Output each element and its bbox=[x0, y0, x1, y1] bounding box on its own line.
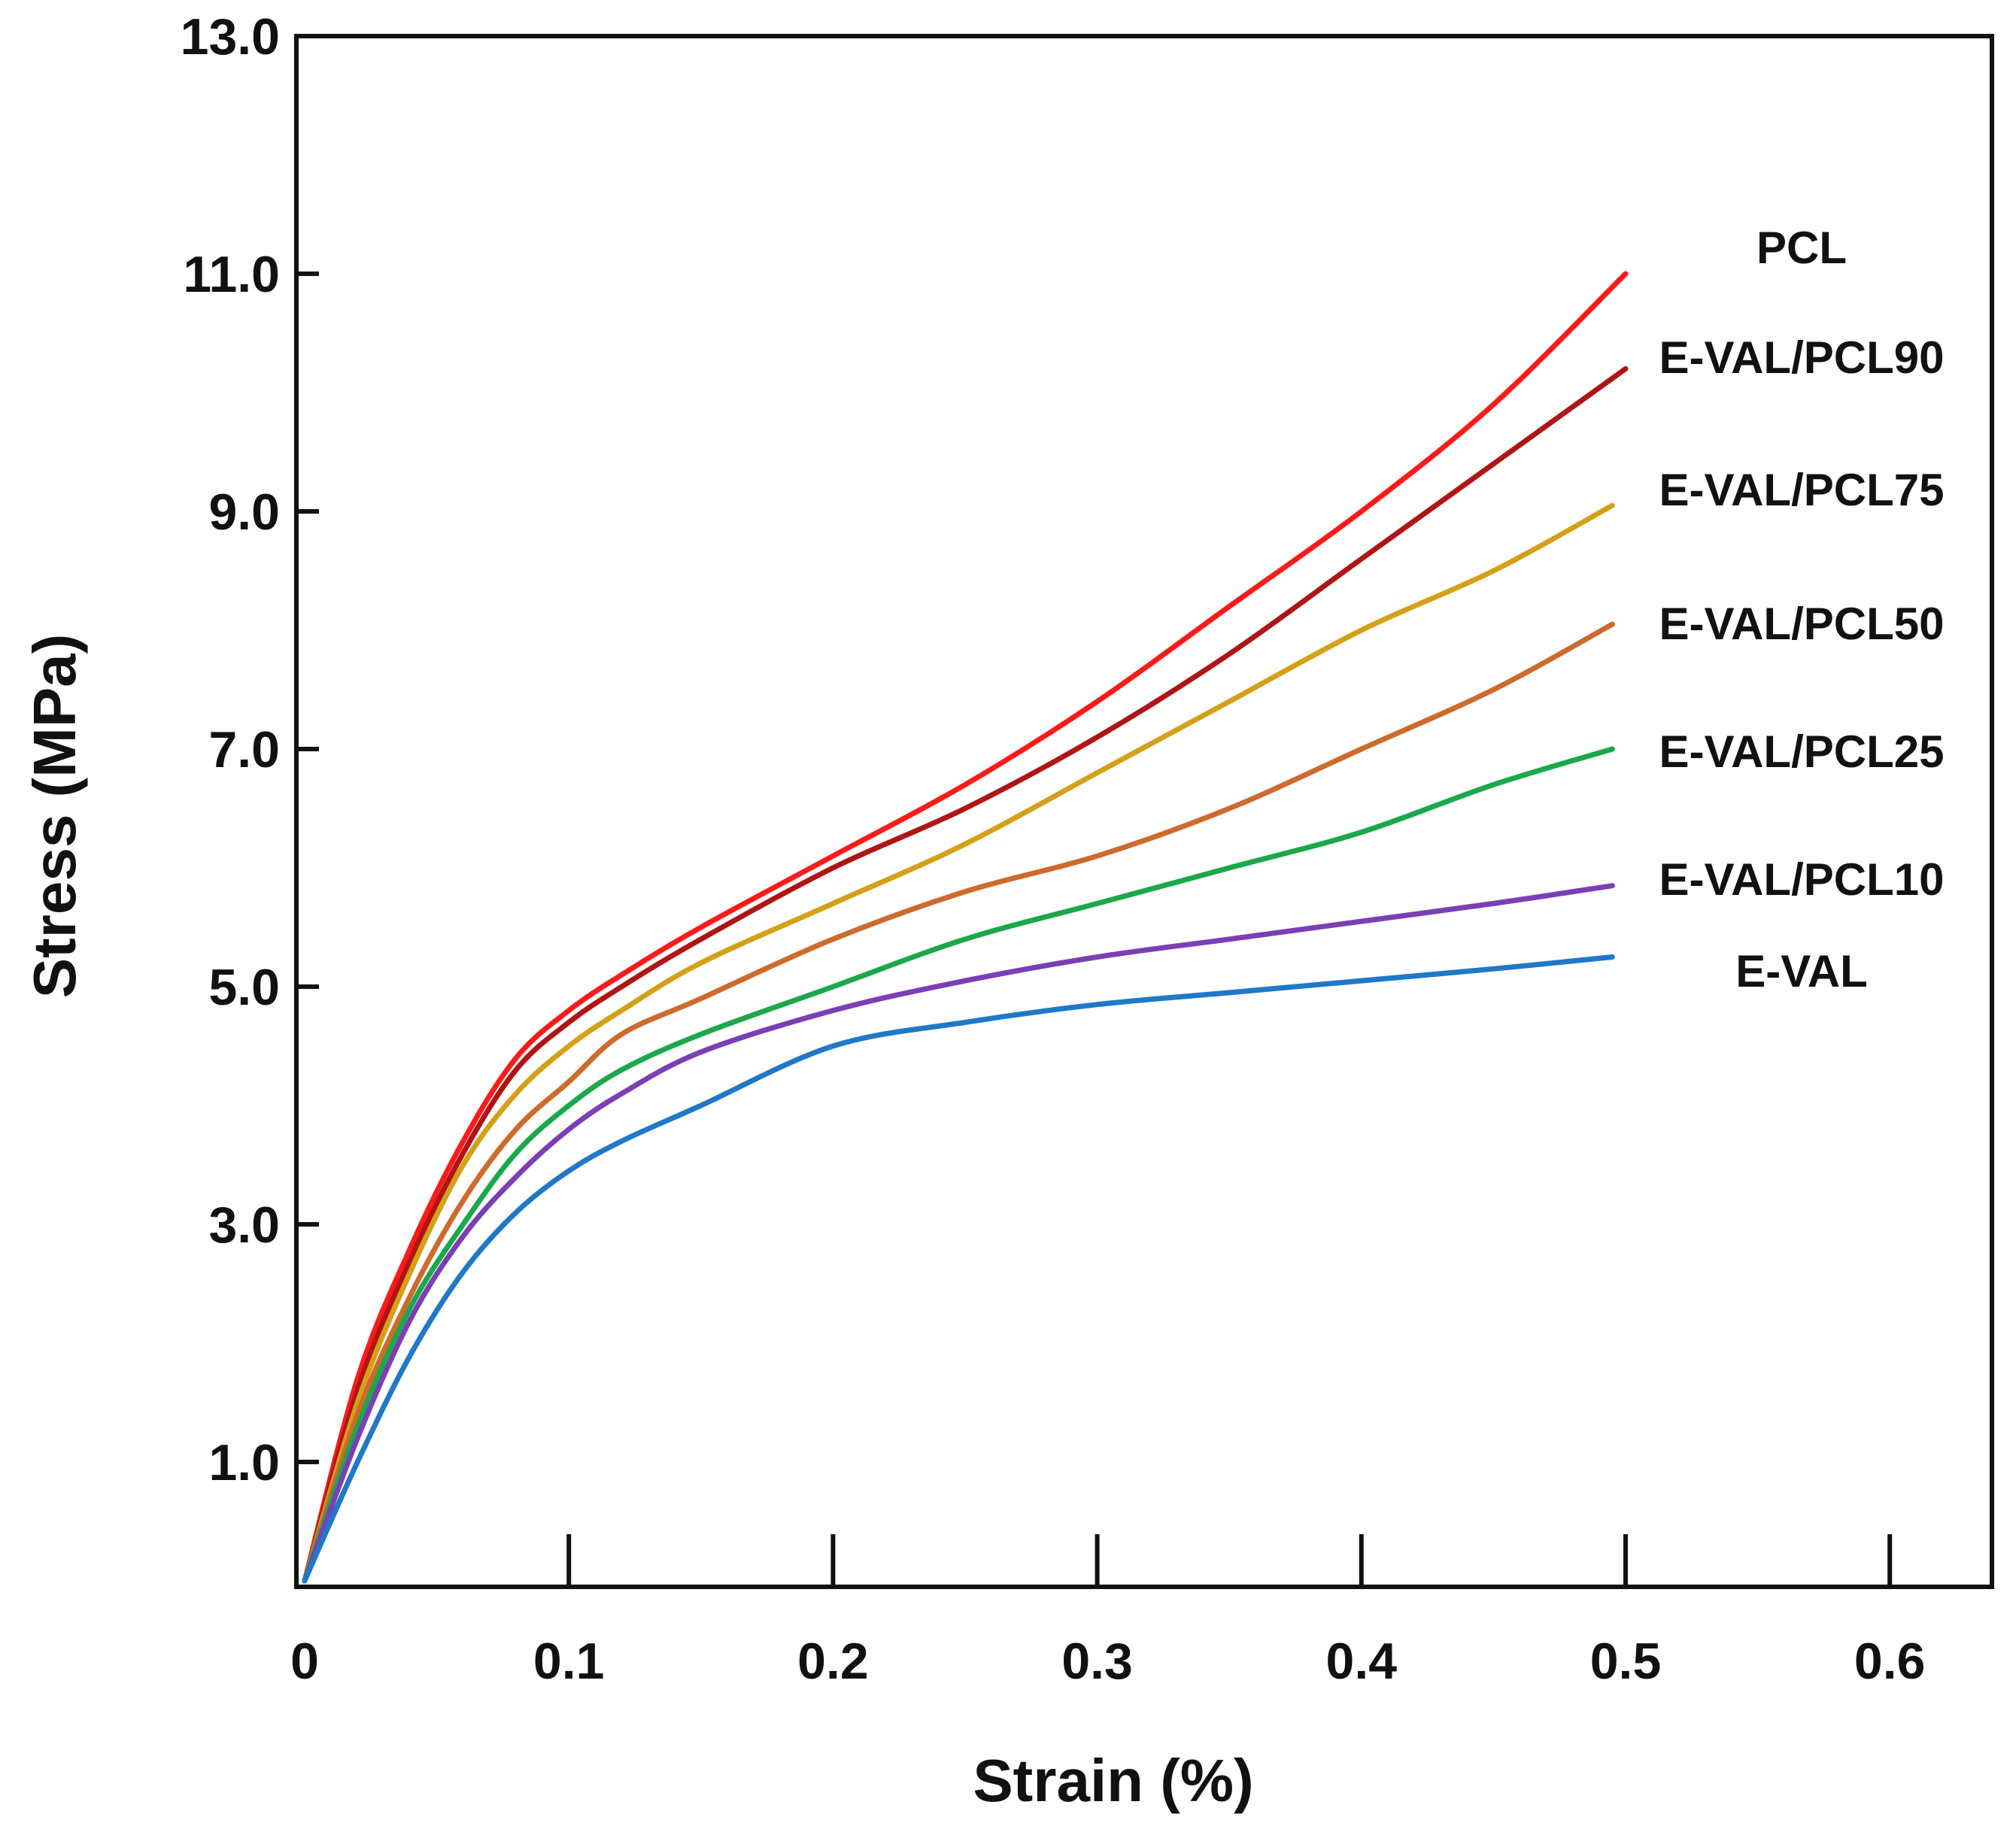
y-tick-label: 11.0 bbox=[183, 246, 280, 303]
legend-label: E-VAL/PCL90 bbox=[1659, 332, 1945, 383]
series-line bbox=[302, 271, 1629, 1584]
x-axis-title: Strain (%) bbox=[973, 1747, 1253, 1814]
series-line bbox=[302, 883, 1615, 1584]
x-tick-label: 0.2 bbox=[797, 1633, 869, 1690]
x-tick-label: 0.5 bbox=[1590, 1633, 1662, 1690]
x-axis-ticks: 0 0.1 0.2 0.3 0.4 0.5 0.6 bbox=[290, 1534, 1925, 1690]
series-line bbox=[302, 954, 1615, 1584]
y-axis-ticks: 1.0 3.0 5.0 7.0 9.0 11.0 13.0 bbox=[181, 8, 319, 1491]
y-tick-label: 13.0 bbox=[181, 8, 280, 65]
legend-label: E-VAL/PCL50 bbox=[1659, 599, 1945, 649]
x-tick-label: 0.4 bbox=[1326, 1633, 1398, 1690]
series-line bbox=[302, 502, 1615, 1584]
series-line bbox=[302, 746, 1615, 1584]
legend-label: E-VAL/PCL10 bbox=[1659, 854, 1945, 905]
y-tick-label: 1.0 bbox=[208, 1434, 280, 1491]
x-tick-label: 0.3 bbox=[1061, 1633, 1133, 1690]
plot-frame bbox=[294, 34, 1994, 1589]
legend-label: E-VAL bbox=[1735, 946, 1868, 996]
x-tick-label: 0.1 bbox=[533, 1633, 605, 1690]
legend-label: E-VAL/PCL25 bbox=[1659, 726, 1945, 777]
series-line bbox=[302, 621, 1615, 1584]
x-tick-label: 0.6 bbox=[1854, 1633, 1926, 1690]
y-tick-label: 3.0 bbox=[208, 1197, 280, 1254]
x-tick-label: 0 bbox=[290, 1633, 319, 1690]
y-tick-label: 7.0 bbox=[208, 721, 280, 778]
legend-label: PCL bbox=[1756, 223, 1847, 273]
y-tick-label: 5.0 bbox=[208, 959, 280, 1016]
y-axis-title: Stress (MPa) bbox=[21, 634, 88, 999]
series-layer bbox=[302, 271, 1629, 1584]
legend: PCL E-VAL/PCL90 E-VAL/PCL75 E-VAL/PCL50 E-VA… bbox=[1659, 223, 1945, 996]
series-line bbox=[302, 365, 1629, 1584]
legend-label: E-VAL/PCL75 bbox=[1659, 465, 1945, 515]
y-tick-label: 9.0 bbox=[208, 484, 280, 541]
